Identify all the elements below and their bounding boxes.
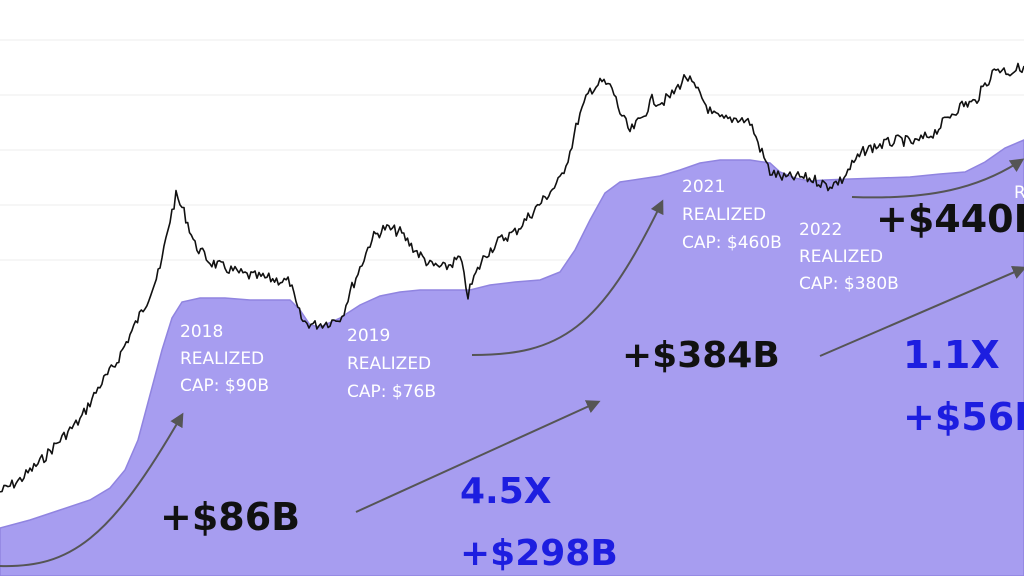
callout-4-5x: 4.5X: [460, 471, 552, 512]
annotation-2022: 2022 REALIZED CAP: $380B: [799, 220, 899, 294]
annotation-2021-line2: CAP: $460B: [682, 233, 782, 253]
annotation-2022-line2: CAP: $380B: [799, 274, 899, 294]
callouts: +$86B 4.5X +$298B +$384B +$440B 1.1X +$5…: [160, 197, 1024, 574]
arrow-2019: [471, 199, 664, 356]
annotation-2018-line1: REALIZED: [180, 349, 264, 369]
annotation-cut: R: [1014, 183, 1024, 203]
annotation-2022-year: 2022: [799, 220, 842, 240]
callout-plus-86b: +$86B: [160, 495, 300, 539]
price-series-line: [0, 62, 1024, 493]
annotation-2022-line1: REALIZED: [799, 247, 883, 267]
callout-plus-298b: +$298B: [460, 533, 618, 574]
annotation-2019: 2019 REALIZED CAP: $76B: [347, 326, 436, 402]
annotation-2021-year: 2021: [682, 177, 725, 197]
annotation-2019-line2: CAP: $76B: [347, 382, 436, 402]
annotation-2019-line1: REALIZED: [347, 354, 431, 374]
annotation-2018-line2: CAP: $90B: [180, 376, 269, 396]
arrow-right: [819, 266, 1024, 357]
annotation-2021: 2021 REALIZED CAP: $460B: [682, 177, 782, 253]
callout-plus-56b: +$56B: [903, 395, 1024, 439]
arrow-2018: [0, 412, 184, 568]
arrow-2022: [851, 158, 1024, 199]
callout-1-1x: 1.1X: [903, 333, 1000, 377]
annotation-2018: 2018 REALIZED CAP: $90B: [180, 322, 269, 396]
callout-plus-384b: +$384B: [622, 335, 780, 376]
callout-plus-440b: +$440B: [876, 197, 1024, 241]
annotation-cut-text: R: [1014, 183, 1024, 203]
arrows: [0, 158, 1024, 568]
annotation-2018-year: 2018: [180, 322, 223, 342]
arrow-mid: [355, 400, 601, 513]
annotation-2021-line1: REALIZED: [682, 205, 766, 225]
realized-cap-area: [0, 139, 1024, 576]
annotation-2019-year: 2019: [347, 326, 390, 346]
